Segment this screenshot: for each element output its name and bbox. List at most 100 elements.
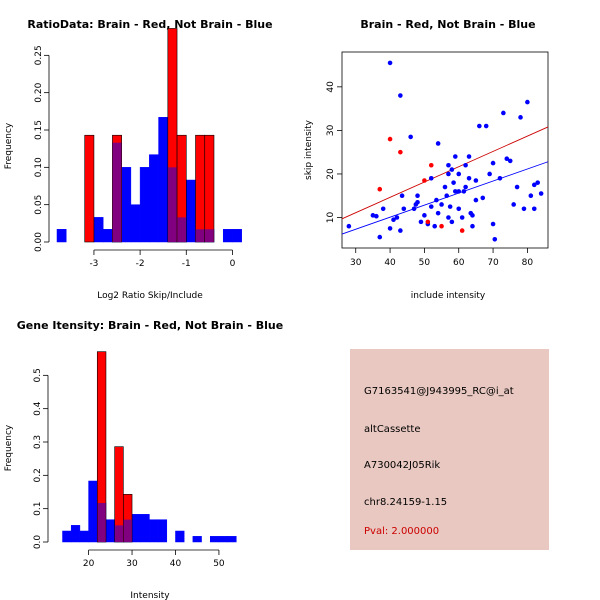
blue-point (439, 202, 444, 207)
blue-bar (121, 167, 132, 243)
blue-point (428, 176, 434, 181)
blue-point (398, 228, 403, 233)
overlap-bar (112, 142, 122, 242)
red-point (428, 162, 434, 168)
chart-title: Gene Itensity: Brain - Red, Not Brain - … (17, 319, 283, 332)
blue-point (473, 197, 479, 203)
blue-bar (158, 117, 169, 243)
y-tick-label: 0.4 (33, 401, 43, 416)
overlap-bar (97, 503, 106, 542)
blue-point (346, 223, 352, 229)
x-tick-label: 40 (384, 258, 396, 268)
blue-bar (105, 519, 115, 543)
blue-bar (56, 229, 67, 243)
x-axis-label: Log2 Ratio Skip/Include (97, 291, 203, 301)
blue-point (401, 206, 407, 212)
blue-bar (157, 519, 168, 543)
overlap-bar (177, 217, 186, 242)
blue-point (380, 206, 386, 212)
blue-point (391, 217, 396, 222)
red-fit-line (341, 126, 549, 220)
blue-point (432, 223, 438, 229)
blue-bar (209, 536, 220, 543)
blue-point (370, 213, 376, 218)
blue-bar (222, 229, 233, 243)
blue-point (497, 176, 503, 181)
blue-point (394, 215, 400, 220)
pval-text: Pval: 2.000000 (364, 526, 440, 537)
x-tick-label: -1 (182, 259, 191, 269)
x-tick-label: -2 (136, 259, 145, 269)
chart-title: RatioData: Brain - Red, Not Brain - Blue (27, 18, 272, 31)
blue-point (444, 193, 450, 199)
blue-point (453, 189, 458, 194)
red-point (387, 136, 393, 142)
blue-point (480, 195, 486, 201)
blue-bar (102, 229, 113, 243)
overlap-bar (123, 519, 132, 542)
blue-bar (186, 179, 196, 243)
blue-point (387, 60, 393, 66)
overlap-bar (168, 167, 177, 242)
y-tick-label: 0.5 (33, 368, 43, 382)
blue-point (456, 206, 462, 212)
blue-point (387, 226, 393, 231)
blue-point (435, 141, 441, 146)
y-axis-label: Frequency (4, 424, 14, 471)
plot-frame (341, 51, 549, 249)
blue-point (399, 193, 405, 199)
x-tick-label: 0 (230, 259, 236, 269)
blue-bar (218, 536, 228, 543)
y-tick-label: 0.20 (34, 82, 44, 102)
red-point (425, 219, 431, 225)
overlap-bar (205, 229, 214, 242)
blue-point (470, 213, 475, 218)
x-tick-label: 20 (83, 559, 95, 569)
x-tick-label: 30 (126, 559, 138, 569)
blue-bar (140, 514, 150, 543)
x-tick-label: 50 (419, 258, 431, 268)
blue-fit-line (341, 161, 549, 235)
blue-point (415, 193, 420, 199)
blue-point (459, 215, 465, 220)
blue-point (492, 236, 498, 242)
y-tick-label: 0.00 (34, 232, 44, 252)
overlap-bar (195, 229, 205, 242)
y-tick-label: 20 (326, 168, 336, 180)
blue-point (483, 123, 489, 129)
blue-point (442, 184, 448, 190)
blue-point (461, 189, 467, 194)
blue-bar (93, 217, 104, 243)
blue-point (408, 134, 413, 140)
blue-point (449, 167, 455, 172)
y-tick-label: 0.15 (34, 120, 44, 140)
blue-bar (175, 530, 185, 543)
blue-point (501, 110, 506, 116)
blue-point (374, 213, 379, 219)
x-tick-label: 70 (487, 258, 499, 268)
blue-point (434, 197, 439, 203)
blue-point (435, 210, 441, 216)
blue-point (514, 184, 520, 190)
y-tick-label: 0.0 (33, 535, 43, 550)
blue-point (504, 156, 510, 162)
blue-point (411, 206, 417, 212)
y-tick-label: 30 (326, 124, 336, 136)
blue-point (531, 182, 537, 188)
y-axis-label: skip intensity (304, 119, 314, 180)
red-point (377, 186, 383, 192)
blue-bar (62, 530, 72, 543)
blue-point (446, 162, 451, 168)
blue-point (377, 234, 383, 240)
blue-point (518, 115, 523, 120)
y-tick-label: 0.2 (33, 468, 43, 482)
blue-point (447, 204, 453, 209)
blue-point (511, 202, 516, 207)
y-tick-label: 0.1 (33, 502, 43, 516)
blue-point (490, 160, 496, 166)
x-tick-label: 30 (350, 258, 362, 268)
blue-point (422, 213, 427, 218)
blue-point (451, 180, 456, 185)
red-point (459, 228, 465, 233)
